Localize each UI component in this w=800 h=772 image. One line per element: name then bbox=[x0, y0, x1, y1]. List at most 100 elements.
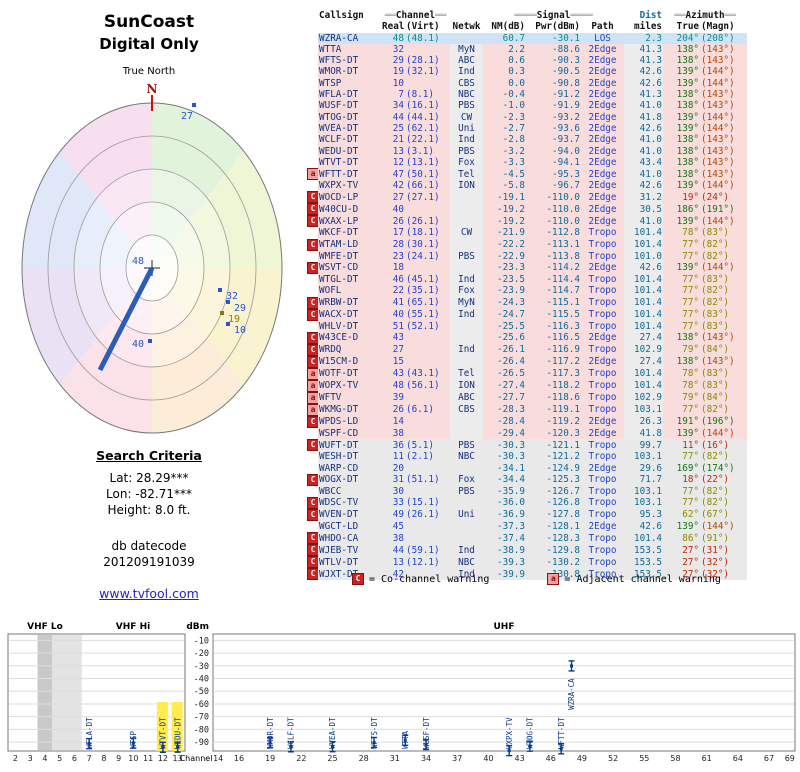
cell-at: 77° bbox=[663, 451, 701, 463]
channel-tick: 37 bbox=[452, 754, 462, 763]
cell-nm: -24.7 bbox=[483, 308, 526, 321]
co-channel-badge: C bbox=[352, 573, 364, 585]
cell-pa: Tropo bbox=[581, 532, 625, 545]
cell-pw: -117.3 bbox=[526, 367, 581, 380]
cell-pw: -94.1 bbox=[526, 156, 581, 169]
co-channel-warning-icon: C bbox=[307, 509, 318, 522]
cell-vi: (8.1) bbox=[405, 89, 450, 101]
subheader-true: True bbox=[676, 21, 700, 33]
cell-pw: -127.8 bbox=[526, 509, 581, 522]
channel-tick: 46 bbox=[546, 754, 556, 763]
cell-at: 78° bbox=[663, 227, 701, 239]
cell-cs: WOFL bbox=[318, 285, 381, 297]
cell-am: (143°) bbox=[700, 89, 748, 101]
dbm-tick-label: -80 bbox=[194, 725, 209, 735]
cell-mi: 95.3 bbox=[624, 509, 664, 522]
cell-mi: 42.6 bbox=[624, 521, 664, 533]
station-callsign-label: WFTT-DT bbox=[557, 717, 566, 749]
cell-at: 138° bbox=[663, 168, 701, 181]
signal-marker bbox=[568, 660, 575, 672]
cell-re: 15 bbox=[381, 355, 405, 368]
table-row: WBCC 30 PBS -35.9 -126.7 Tropo 103.1 77° (82°) bbox=[306, 485, 748, 498]
cell-vi: (18.1) bbox=[405, 227, 450, 239]
cell-vi bbox=[405, 262, 450, 275]
cell-at: 169° bbox=[663, 462, 701, 474]
cell-pa: 2Edge bbox=[581, 100, 625, 112]
cell-am: (32°) bbox=[700, 556, 748, 569]
co-channel-warning-icon: C bbox=[307, 296, 318, 309]
cell-re: 41 bbox=[381, 296, 405, 309]
tvfool-link[interactable]: www.tvfool.com bbox=[99, 586, 199, 601]
cell-am: (143°) bbox=[700, 331, 748, 344]
table-row: C WPDS-LD 14 -28.4 -119.2 2Edge 26.3 191° (196°) bbox=[306, 415, 748, 428]
cell-cs: WFTS-DT bbox=[318, 55, 381, 67]
longitude-value: Lon: -82.71*** bbox=[106, 487, 192, 501]
table-row: C WJEB-TV 44 (59.1) Ind -38.9 -129.8 Tropo 153.5… bbox=[306, 544, 748, 557]
cell-am: (143°) bbox=[700, 134, 748, 146]
db-datecode-value: 201209191039 bbox=[103, 555, 195, 569]
cell-w: C bbox=[306, 415, 318, 428]
cell-cs: WGCT-LD bbox=[318, 521, 381, 533]
cell-re: 12 bbox=[381, 156, 405, 169]
shaded-band bbox=[52, 635, 82, 750]
cell-mi: 42.6 bbox=[624, 262, 664, 275]
signal-marker bbox=[402, 734, 409, 747]
cell-pa: Tropo bbox=[581, 391, 625, 404]
cell-at: 27° bbox=[663, 556, 701, 569]
cell-w: C bbox=[306, 544, 318, 557]
cell-at: 138° bbox=[663, 145, 701, 157]
cell-cs: WPDS-LD bbox=[318, 415, 381, 428]
cell-re: 38 bbox=[381, 532, 405, 545]
cell-nm: -34.1 bbox=[483, 462, 526, 474]
cell-pw: -128.1 bbox=[526, 521, 581, 533]
cell-vi: (35.1) bbox=[405, 285, 450, 297]
cell-vi: (59.1) bbox=[405, 544, 450, 557]
cell-vi bbox=[405, 532, 450, 545]
cell-am: (82°) bbox=[700, 296, 748, 309]
cell-at: 27° bbox=[663, 568, 701, 581]
cell-cs: WOTF-DT bbox=[318, 367, 381, 380]
cell-mi: 42.6 bbox=[624, 122, 664, 135]
table-row: C WXAX-LP 26 (26.1) -19.2 -110.0 2Edge 41.0 139°… bbox=[306, 215, 748, 228]
cell-nm: -23.3 bbox=[483, 262, 526, 275]
table-row: WOFL 22 (35.1) Fox -23.9 -114.7 Tropo 101.4 77°(… bbox=[306, 285, 748, 297]
cell-nm: -2.8 bbox=[483, 134, 526, 146]
cell-pw: -128.3 bbox=[526, 532, 581, 545]
cell-vi: (66.1) bbox=[405, 180, 450, 192]
cell-mi: 101.4 bbox=[624, 296, 664, 309]
cell-mi: 102.9 bbox=[624, 343, 664, 356]
table-row: WEDU-DT 13 (3.1) PBS -3.2 -94.0 2Edge 41.0 138°(… bbox=[306, 145, 748, 157]
channel-tick: 4 bbox=[42, 754, 47, 763]
cell-re: 17 bbox=[381, 227, 405, 239]
cell-am: (83°) bbox=[700, 274, 748, 286]
header-callsign: Callsign bbox=[319, 10, 364, 21]
channel-tick: 14 bbox=[213, 754, 223, 763]
cell-nw: NBC bbox=[450, 89, 483, 101]
cell-nw: CW bbox=[450, 111, 483, 123]
cell-cs: WBCC bbox=[318, 485, 381, 498]
cell-am: (143°) bbox=[700, 55, 748, 67]
cell-at: 138° bbox=[663, 43, 701, 56]
cell-w: a bbox=[306, 367, 318, 380]
cell-w: a bbox=[306, 168, 318, 181]
cell-pw: -110.0 bbox=[526, 215, 581, 228]
channel-tick: 52 bbox=[608, 754, 618, 763]
cell-pa: Tropo bbox=[581, 227, 625, 239]
station-dot bbox=[226, 300, 230, 304]
cell-nm: -39.9 bbox=[483, 568, 526, 581]
signal-chart-svg: -10 -20 -30 -40 -50 -60 -70 -80 -90 dBm VHF Lo VHF … bbox=[7, 622, 796, 763]
cell-mi: 101.4 bbox=[624, 379, 664, 392]
cell-at: 139° bbox=[663, 111, 701, 123]
cell-nm: 2.2 bbox=[483, 43, 526, 56]
cell-nw: Fox bbox=[450, 473, 483, 486]
cell-am: (174°) bbox=[700, 462, 748, 474]
cell-vi: (26.1) bbox=[405, 509, 450, 522]
cell-pa: 2Edge bbox=[581, 262, 625, 275]
cell-nw: ABC bbox=[450, 55, 483, 67]
header-dist: Dist bbox=[639, 10, 663, 21]
cell-cs: WTTA bbox=[318, 43, 381, 56]
co-channel-warning-icon: C bbox=[307, 215, 318, 228]
station-channel-label: 40 bbox=[132, 339, 144, 350]
cell-w bbox=[306, 180, 318, 192]
cell-nw: NBC bbox=[450, 451, 483, 463]
